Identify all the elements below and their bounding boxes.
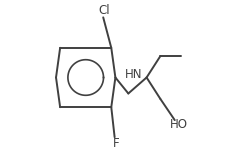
Text: F: F	[113, 137, 120, 150]
Text: Cl: Cl	[98, 4, 110, 17]
Text: HN: HN	[125, 68, 142, 81]
Text: HO: HO	[170, 118, 188, 131]
